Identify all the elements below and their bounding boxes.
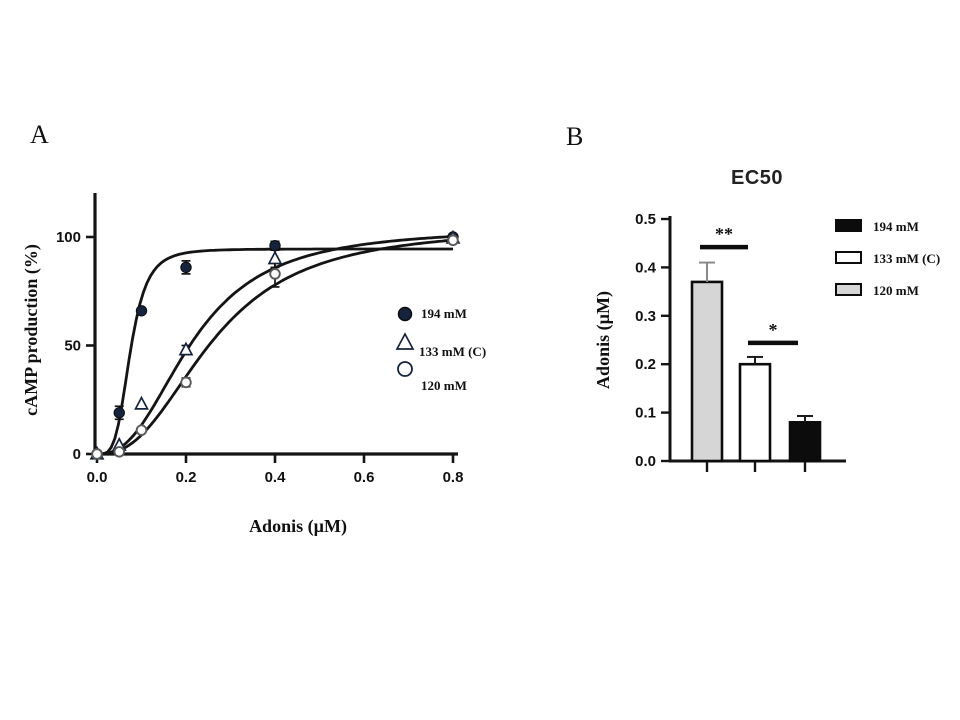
data-point-open-triangle — [134, 395, 149, 410]
a-x-axis-title: Adonis (µM) — [249, 516, 347, 537]
data-point-open-triangle — [267, 250, 283, 265]
data-point-open-circle — [180, 376, 192, 389]
x-tick-label: 0.8 — [443, 469, 464, 486]
y-tick-label: 0.5 — [635, 211, 656, 228]
filled-circle-icon — [397, 306, 413, 322]
x-tick-label: 0.4 — [265, 469, 287, 486]
significance-label: ** — [715, 224, 733, 244]
a-legend-label-194: 194 mM — [421, 306, 467, 321]
y-tick-label: 50 — [64, 338, 81, 355]
y-tick-label: 100 — [56, 229, 81, 246]
gray-swatch-icon — [835, 283, 862, 296]
a-legend-label-120: 120 mM — [421, 378, 467, 393]
significance-label: * — [769, 320, 778, 340]
a-y-axis-title: cAMP production (%) — [21, 244, 42, 416]
data-point-filled-circle — [269, 239, 281, 252]
data-point-open-circle — [113, 446, 125, 458]
y-tick-label: 0 — [73, 446, 81, 463]
b-legend-label-194: 194 mM — [873, 219, 919, 234]
bar-120-mM — [690, 280, 724, 463]
open-circle-icon — [397, 361, 413, 377]
bar-194-mM — [788, 420, 822, 463]
data-point-open-circle — [447, 234, 459, 247]
open-triangle-icon — [395, 332, 415, 350]
data-point-open-triangle — [178, 341, 194, 356]
data-point-filled-circle — [180, 261, 192, 274]
bar-133-mM-C- — [738, 362, 772, 463]
b-legend-label-133: 133 mM (C) — [873, 251, 941, 266]
data-point-open-circle — [91, 448, 103, 460]
dose-response-chart: 0.0 0.2 0.4 0.6 0.8 0 50 100 cAMP production (%… — [21, 193, 464, 537]
data-point-open-circle — [135, 424, 148, 436]
data-point-open-circle — [269, 268, 281, 280]
x-tick-label: 0.2 — [176, 469, 197, 486]
y-tick-label: 0.2 — [635, 356, 656, 373]
data-point-filled-circle — [135, 305, 148, 317]
y-tick-label: 0.1 — [635, 405, 656, 422]
b-legend-label-120: 120 mM — [873, 283, 919, 298]
x-tick-label: 0.0 — [87, 469, 108, 486]
data-point-filled-circle — [113, 407, 125, 419]
a-legend-label-133: 133 mM (C) — [419, 344, 487, 359]
y-tick-label: 0.0 — [635, 453, 656, 470]
x-tick-label: 0.6 — [354, 469, 375, 486]
b-y-axis-title: Adonis (µM) — [593, 291, 614, 389]
y-tick-label: 0.4 — [635, 259, 657, 276]
y-tick-label: 0.3 — [635, 308, 656, 325]
panel-a-label: A — [30, 120, 49, 149]
black-swatch-icon — [835, 219, 862, 232]
panel-b-label: B — [566, 122, 584, 151]
white-swatch-icon — [835, 251, 862, 264]
b-chart-title: EC50 — [731, 167, 783, 189]
ec50-bar-chart: EC50 0.00.10.20.30.40.5 *** Adonis (µM) — [593, 167, 846, 472]
